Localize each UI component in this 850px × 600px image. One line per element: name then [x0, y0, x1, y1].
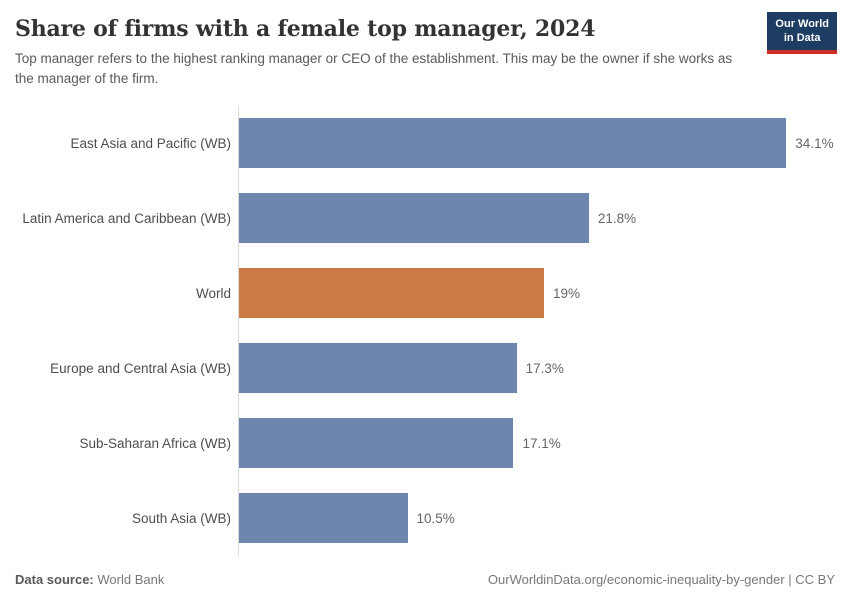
bar-row: Sub-Saharan Africa (WB) 17.1%	[0, 405, 850, 481]
data-source: Data source: World Bank	[15, 572, 164, 587]
bar-area: 19%	[238, 255, 850, 331]
chart-footer: Data source: World Bank OurWorldinData.o…	[15, 572, 835, 587]
bar-rows: East Asia and Pacific (WB) 34.1% Latin Ame…	[0, 105, 850, 556]
bar[interactable]	[239, 493, 408, 544]
credit-link[interactable]: OurWorldinData.org/economic-inequality-b…	[487, 572, 835, 587]
bar-area: 17.3%	[238, 330, 850, 406]
bar-row: World 19%	[0, 255, 850, 331]
owid-logo-line2: in Data	[783, 32, 821, 45]
data-source-label: Data source:	[15, 572, 94, 587]
value-label: 17.1%	[522, 435, 561, 451]
data-source-value: World Bank	[97, 572, 165, 587]
bar[interactable]	[239, 268, 544, 319]
bar[interactable]	[239, 118, 787, 169]
value-label: 19%	[552, 285, 580, 301]
bar[interactable]	[239, 418, 514, 469]
owid-logo-line1: Our World	[775, 18, 829, 30]
value-label: 34.1%	[795, 135, 834, 151]
bar-area: 17.1%	[238, 405, 850, 481]
bar-row: East Asia and Pacific (WB) 34.1%	[0, 105, 850, 181]
value-label: 17.3%	[525, 360, 564, 376]
bar-row: Europe and Central Asia (WB) 17.3%	[0, 330, 850, 406]
bar-area: 10.5%	[238, 480, 850, 556]
bar[interactable]	[239, 343, 517, 394]
category-label: Latin America and Caribbean (WB)	[22, 210, 231, 226]
owid-logo: Our World in Data	[767, 12, 837, 54]
bar-row: South Asia (WB) 10.5%	[0, 480, 850, 556]
page-title: Share of firms with a female top manager…	[15, 16, 596, 42]
bar-row: Latin America and Caribbean (WB) 21.8%	[0, 180, 850, 256]
chart-header: Share of firms with a female top manager…	[0, 0, 850, 89]
bar-area: 34.1%	[238, 105, 850, 181]
category-label: East Asia and Pacific (WB)	[70, 135, 231, 151]
value-label: 21.8%	[597, 210, 637, 226]
category-label: World	[195, 285, 231, 301]
category-label: Europe and Central Asia (WB)	[50, 360, 231, 376]
bar-chart: East Asia and Pacific (WB) 34.1% Latin Ame…	[0, 105, 850, 556]
bar[interactable]	[239, 193, 589, 244]
category-label: Sub-Saharan Africa (WB)	[79, 435, 231, 451]
chart-subtitle: Top manager refers to the highest rankin…	[15, 51, 733, 86]
value-label: 10.5%	[416, 510, 455, 526]
bar-area: 21.8%	[238, 180, 850, 256]
category-label: South Asia (WB)	[131, 510, 231, 526]
